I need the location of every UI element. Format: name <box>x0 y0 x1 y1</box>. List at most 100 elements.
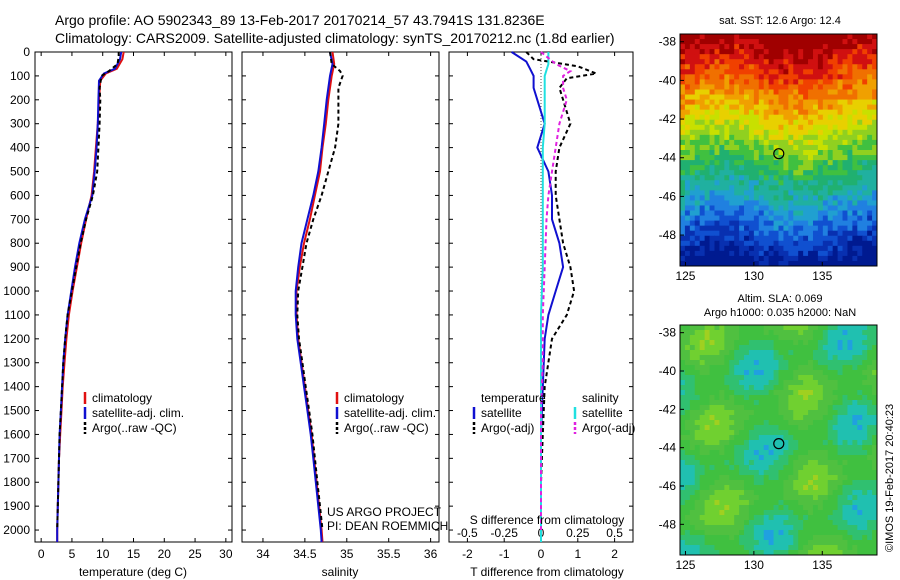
map-cell <box>694 545 701 551</box>
map-cell <box>822 114 829 121</box>
map-cell <box>857 255 863 262</box>
map-cell <box>788 325 794 331</box>
map-cell <box>842 495 848 501</box>
map-cell <box>714 350 720 356</box>
map-cell <box>768 365 774 371</box>
map-cell <box>709 375 715 381</box>
map-cell <box>862 545 868 551</box>
map-cell <box>822 220 829 227</box>
map-cell <box>872 425 878 431</box>
map-cell <box>739 104 745 111</box>
map-cell <box>788 119 794 126</box>
top-x-tick-label: -0.25 <box>491 526 519 540</box>
map-cell <box>862 89 868 95</box>
map-cell <box>719 49 725 55</box>
map-cell <box>709 535 715 541</box>
map-cell <box>862 550 868 556</box>
map-cell <box>837 440 843 446</box>
map-cell <box>734 190 740 196</box>
map-cell <box>832 89 838 95</box>
map-cell <box>763 89 770 95</box>
map-cell <box>827 220 834 227</box>
map-cell <box>837 109 843 116</box>
map-cell <box>827 210 834 216</box>
map-cell <box>699 49 706 55</box>
map-cell <box>763 545 770 551</box>
map-cell <box>808 400 814 406</box>
axis-ticks-layer: 0 5 10 15 20 25 300100200300400500600700800900… <box>3 45 633 561</box>
map-cell <box>798 465 804 471</box>
map-lat-label: -38 <box>659 326 677 340</box>
map-cell <box>768 150 774 156</box>
map-cell <box>872 69 878 75</box>
map-cell <box>822 415 829 421</box>
map-cell <box>753 175 760 181</box>
map-cell <box>689 490 696 496</box>
map-cell <box>699 255 706 262</box>
map-cell <box>724 235 730 242</box>
map-cell <box>684 94 691 100</box>
map-cell <box>812 89 819 95</box>
map-cell <box>680 150 686 156</box>
map-cell <box>689 250 696 257</box>
map-cell <box>798 104 804 111</box>
map-cell <box>768 325 774 331</box>
map-cell <box>680 470 686 476</box>
map-cell <box>857 435 863 441</box>
map-cell <box>832 330 838 336</box>
map-cell <box>724 375 730 381</box>
map-cell <box>788 485 794 491</box>
map-cell <box>867 545 873 551</box>
legend-label-sal-satellite: satellite <box>582 406 623 420</box>
map-cell <box>852 245 858 252</box>
map-cell <box>788 245 794 252</box>
map-cell <box>724 190 730 196</box>
map-cell <box>803 240 809 247</box>
map-cell <box>694 99 701 106</box>
map-cell <box>729 160 735 166</box>
map-cell <box>773 109 779 116</box>
map-cell <box>734 525 740 531</box>
map-cell <box>689 205 696 211</box>
map-cell <box>719 129 725 136</box>
map-cell <box>689 144 696 151</box>
map-cell <box>684 185 691 191</box>
map-cell <box>793 475 799 481</box>
map-cell <box>817 385 824 391</box>
map-cell <box>689 155 696 161</box>
map-cell <box>852 395 858 401</box>
map-cell <box>817 475 824 481</box>
map-cell <box>817 89 824 95</box>
map-cell <box>758 495 765 501</box>
map-cell <box>719 435 725 441</box>
map-cell <box>758 525 765 531</box>
map-cell <box>837 365 843 371</box>
map-cell <box>812 480 819 486</box>
map-cell <box>793 210 799 216</box>
map-cell <box>867 515 873 521</box>
map-cell <box>734 370 740 376</box>
map-cell <box>694 175 701 181</box>
map-cell <box>862 155 868 161</box>
map-cell <box>744 510 750 516</box>
map-cell <box>744 59 750 65</box>
map-cell <box>842 180 848 186</box>
map-cell <box>724 510 730 516</box>
map-cell <box>862 160 868 166</box>
map-cell <box>739 500 745 506</box>
map-cell <box>783 39 789 45</box>
map-cell <box>842 355 848 361</box>
map-cell <box>872 165 878 171</box>
map-cell <box>699 124 706 131</box>
map-cell <box>704 450 710 456</box>
map-cell <box>827 405 834 411</box>
map-cell <box>872 420 878 426</box>
map-cell <box>872 175 878 181</box>
map-cell <box>867 114 873 121</box>
map-cell <box>704 455 710 461</box>
map-cell <box>867 525 873 531</box>
map-cell <box>812 330 819 336</box>
map-cell <box>803 500 809 506</box>
map-cell <box>808 350 814 356</box>
map-cell <box>793 205 799 211</box>
